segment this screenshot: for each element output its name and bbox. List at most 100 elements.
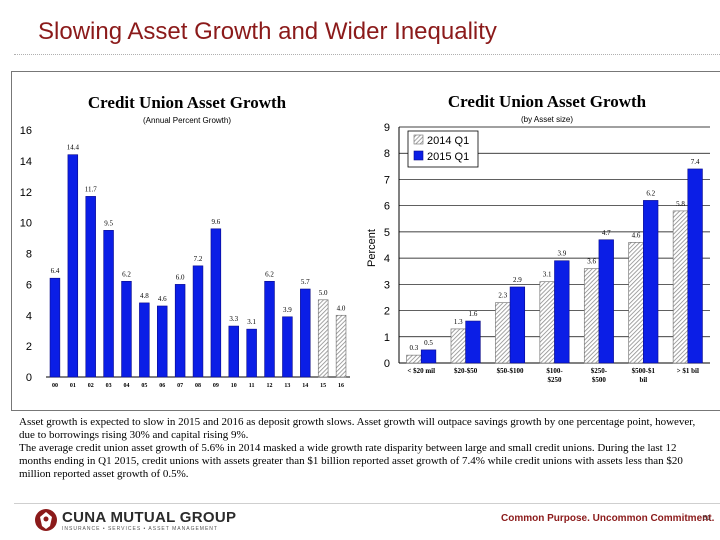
- bar: [554, 260, 570, 364]
- x-tick-label: $20-$50: [454, 367, 478, 375]
- data-label: 6.2: [646, 189, 655, 197]
- x-tick-label: < $20 mil: [407, 367, 435, 375]
- bar: [121, 280, 132, 378]
- bar: [628, 242, 644, 364]
- bar: [174, 284, 186, 378]
- data-label: 4.8: [140, 292, 149, 300]
- bar: [139, 302, 150, 378]
- bar: [282, 316, 293, 378]
- data-label: 6.2: [265, 270, 274, 278]
- x-tick-label: 05: [141, 383, 147, 389]
- data-label: 6.0: [176, 273, 185, 281]
- x-tick-label: 12: [267, 383, 273, 389]
- data-label: 3.1: [247, 318, 256, 326]
- x-tick-label: 11: [249, 383, 255, 389]
- y-tick-label: 12: [20, 187, 32, 199]
- x-tick-label: 15: [320, 383, 326, 389]
- x-tick-label: 10: [231, 383, 237, 389]
- x-tick-label: 04: [123, 383, 129, 389]
- data-label: 7.4: [691, 158, 700, 166]
- y-tick-label: 3: [384, 279, 390, 291]
- x-tick-label: 07: [177, 383, 183, 389]
- y-tick-label: 1: [384, 332, 390, 344]
- logo-text: CUNA MUTUAL GROUP: [62, 509, 237, 526]
- bar: [192, 265, 204, 378]
- bar: [583, 268, 600, 364]
- page-title: Slowing Asset Growth and Wider Inequalit…: [38, 18, 497, 45]
- data-label: 5.0: [319, 289, 328, 297]
- y-tick-label: 0: [26, 372, 32, 384]
- data-label: 2.9: [513, 276, 522, 284]
- data-label: 3.1: [543, 271, 552, 279]
- y-tick-label: 2: [26, 341, 32, 353]
- data-label: 11.7: [85, 185, 97, 193]
- x-tick-label: 00: [52, 383, 58, 389]
- data-label: 0.3: [410, 344, 419, 352]
- data-label: 9.6: [212, 218, 221, 226]
- bar: [246, 328, 257, 378]
- y-tick-label: 4: [26, 310, 32, 322]
- slogan: Common Purpose. Uncommon Commitment.: [501, 513, 715, 524]
- title-divider: [14, 54, 720, 55]
- data-label: 5.8: [676, 200, 685, 208]
- y-tick-label: 10: [20, 218, 32, 230]
- bar: [317, 299, 329, 378]
- y-tick-label: 6: [26, 279, 32, 291]
- bar: [335, 314, 347, 378]
- x-tick-label: 09: [213, 383, 219, 389]
- data-label: 3.9: [557, 250, 566, 258]
- data-label: 7.2: [194, 255, 203, 263]
- data-label: 14.4: [67, 144, 80, 152]
- x-tick-label: > $1 bil: [677, 367, 699, 375]
- data-label: 3.6: [587, 258, 596, 266]
- y-tick-label: 7: [384, 174, 390, 186]
- y-tick-label: 0: [384, 358, 390, 370]
- bar: [539, 281, 555, 364]
- y-tick-label: 16: [20, 125, 32, 137]
- legend-swatch: [413, 150, 424, 161]
- bar: [49, 277, 61, 378]
- x-tick-label: 08: [195, 383, 201, 389]
- data-label: 1.3: [454, 318, 463, 326]
- company-logo: CUNA MUTUAL GROUP INSURANCE • SERVICES •…: [34, 508, 237, 534]
- y-tick-label: 5: [384, 227, 390, 239]
- bar: [450, 328, 466, 364]
- chart-title: Credit Union Asset Growth: [88, 93, 287, 112]
- y-tick-label: 8: [26, 249, 32, 261]
- y-tick-label: 6: [384, 201, 390, 213]
- bar: [85, 196, 96, 378]
- chart-title: Credit Union Asset Growth: [448, 92, 647, 111]
- bar: [509, 286, 526, 364]
- y-tick-label: 8: [384, 148, 390, 160]
- bar: [157, 305, 168, 378]
- legend-label: 2015 Q1: [427, 151, 469, 163]
- data-label: 3.9: [283, 306, 292, 314]
- bar: [300, 288, 311, 378]
- data-label: 2.3: [498, 292, 507, 300]
- data-label: 4.7: [602, 229, 611, 237]
- y-axis-title: Percent: [366, 229, 378, 267]
- y-tick-label: 9: [384, 122, 390, 134]
- x-tick-label: 16: [338, 383, 344, 389]
- bar: [495, 302, 511, 364]
- data-label: 3.3: [229, 315, 238, 323]
- body-text: Asset growth is expected to slow in 2015…: [19, 416, 709, 481]
- x-tick-label: $50-$100: [497, 367, 524, 375]
- bar: [228, 325, 239, 378]
- logo-tagline: INSURANCE • SERVICES • ASSET MANAGEMENT: [62, 526, 218, 532]
- data-label: 4.6: [158, 295, 167, 303]
- data-label: 9.5: [104, 219, 113, 227]
- x-tick-label: 13: [284, 383, 290, 389]
- data-label: 6.2: [122, 270, 131, 278]
- bar: [465, 320, 481, 364]
- x-tick-label: 14: [302, 383, 308, 389]
- bar: [264, 280, 275, 378]
- bar: [687, 168, 703, 364]
- bar: [103, 230, 114, 378]
- chart-panel: Credit Union Asset Growth (Annual Percent…: [11, 71, 720, 411]
- y-tick-label: 4: [384, 253, 390, 265]
- y-tick-label: 14: [20, 156, 32, 168]
- x-tick-label: 06: [159, 383, 165, 389]
- data-label: 6.4: [51, 267, 60, 275]
- x-tick-label: $250-: [591, 367, 608, 375]
